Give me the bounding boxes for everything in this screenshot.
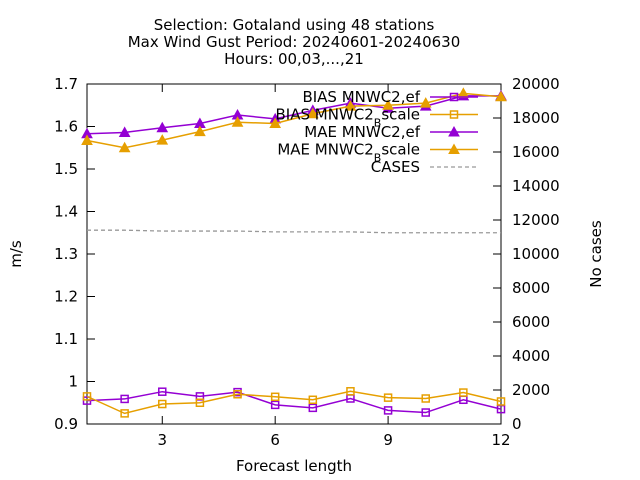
y-tick-label: 1.2 [54, 288, 78, 306]
data-point [118, 141, 131, 153]
legend-label: MAE MNWC2Bscale [277, 141, 420, 165]
data-point [308, 403, 318, 413]
title-line: Selection: Gotaland using 48 stations [154, 16, 435, 34]
y-tick-label: 1.1 [54, 330, 78, 348]
data-point [156, 121, 169, 133]
data-point [81, 134, 93, 146]
plot-border [86, 83, 502, 425]
data-point [459, 388, 468, 397]
y2-tick-label: 10000 [512, 245, 560, 263]
legend-label: BIAS MNWC2Bscale [276, 106, 420, 130]
data-point [346, 387, 355, 396]
legend-label: MAE MNWC2,ef [304, 123, 420, 141]
y2-tick-label: 0 [512, 415, 522, 433]
data-point [344, 100, 357, 111]
series-bias-mnwc2-bscale [82, 387, 506, 418]
y2-tick-label: 12000 [512, 211, 560, 229]
data-point [448, 143, 460, 154]
y2-tick-label: 14000 [512, 177, 560, 195]
data-point [448, 125, 460, 137]
data-point [195, 398, 205, 407]
series-layer [81, 87, 507, 418]
y-tick-label: 1.7 [54, 75, 78, 93]
data-point [194, 125, 206, 137]
y2-tick-label: 18000 [512, 109, 560, 127]
y2-tick-label: 8000 [512, 279, 550, 297]
data-point [419, 97, 432, 108]
data-point [421, 394, 430, 403]
data-point [158, 387, 167, 396]
x-axis-label: Forecast length [236, 457, 352, 475]
data-point [449, 110, 459, 119]
x-tick-label: 12 [491, 431, 510, 449]
y2-tick-label: 2000 [512, 381, 550, 399]
y-tick-label: 1.4 [54, 203, 78, 221]
y2-axis-ticks: 0 2000 4000 6000 8000 10000 12000 14000 16000 180… [493, 75, 560, 433]
data-point [270, 392, 280, 402]
y-axis-label: m/s [7, 240, 25, 268]
data-point [383, 406, 393, 415]
series-line [86, 95, 501, 135]
legend-label: CASES [371, 158, 420, 176]
data-point [495, 90, 507, 102]
y2-tick-label: 16000 [512, 143, 560, 161]
series-mae-mnwc2-ef [81, 89, 507, 139]
y2-tick-label: 4000 [512, 347, 550, 365]
data-point [120, 394, 129, 404]
y-tick-label: 1.6 [54, 118, 78, 136]
series-line [86, 390, 502, 414]
chart-title: Selection: Gotaland using 48 stationsMax… [128, 16, 461, 68]
data-point [449, 92, 459, 102]
data-point [118, 126, 131, 137]
data-point [383, 393, 393, 402]
legend-label: BIAS MNWC2,ef [302, 88, 420, 106]
series-line [86, 92, 502, 149]
series-mae-mnwc2-bscale [81, 87, 507, 153]
series-bias-mnwc2-ef [82, 387, 506, 417]
title-line: Max Wind Gust Period: 20240601-20240630 [128, 33, 461, 51]
series-line [87, 229, 501, 234]
data-point [269, 117, 282, 129]
legend-entry: MAE MNWC2,ef [304, 123, 478, 141]
series-line [86, 390, 502, 415]
y-tick-label: 1.5 [54, 160, 78, 178]
y-tick-label: 0.9 [54, 415, 78, 433]
data-point [233, 390, 242, 399]
data-point [156, 134, 169, 145]
y-tick-label: 1.3 [54, 245, 78, 263]
x-tick-label: 6 [270, 431, 280, 449]
x-tick-label: 9 [383, 431, 393, 449]
data-point [308, 395, 318, 405]
legend-entry: CASES [371, 158, 478, 176]
data-point [158, 399, 167, 409]
legend-entry: BIAS MNWC2,ef [302, 88, 478, 106]
legend-entry: MAE MNWC2Bscale [277, 141, 478, 165]
series-cases [87, 229, 501, 234]
data-point [306, 107, 319, 119]
legend-entry: BIAS MNWC2Bscale [276, 106, 478, 130]
y2-tick-label: 20000 [512, 75, 560, 93]
title-line: Hours: 00,03,...,21 [224, 50, 364, 68]
y-tick-label: 1 [68, 373, 78, 391]
plot-frame [86, 83, 502, 425]
data-point [120, 409, 129, 418]
data-point [496, 397, 506, 406]
y-axis-ticks: 0.9 1 1.1 1.2 1.3 1.4 1.5 1.6 1.7 [54, 75, 95, 433]
data-point [421, 408, 430, 417]
y2-tick-label: 6000 [512, 313, 550, 331]
data-point [82, 392, 92, 401]
data-point [457, 87, 470, 98]
x-tick-label: 3 [157, 431, 167, 449]
data-point [382, 99, 394, 110]
data-point [231, 116, 244, 127]
data-point [270, 400, 280, 410]
y2-axis-label: No cases [587, 220, 605, 288]
